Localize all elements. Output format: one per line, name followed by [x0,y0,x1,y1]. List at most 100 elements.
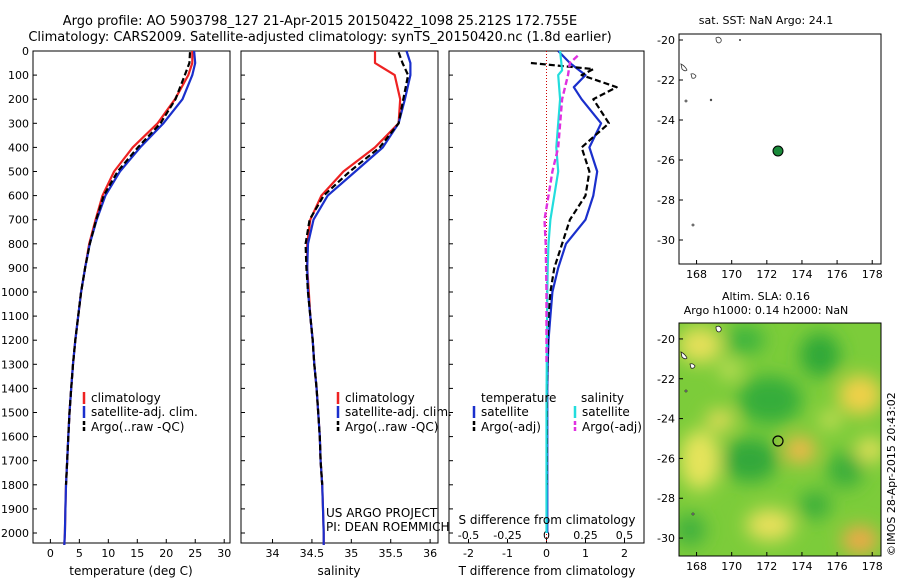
project-note: US ARGO PROJECT [326,506,438,520]
pi-note: PI: DEAN ROEMMICH [326,520,449,534]
sst-map-islands [680,36,742,227]
s-tick-label: 0 [543,529,550,542]
temperature-panel-frame [32,50,231,544]
sst-map-axes: 168 170 172 174 176 178 -20 -22 -24 -26 -28 -30 [657,34,883,281]
x-tick-label: 30 [217,547,231,560]
sla-map-title-2: Argo h1000: 0.14 h2000: NaN [684,304,849,317]
depth-tick-label: 200 [8,93,29,106]
map-y-tick-label: -30 [657,532,675,545]
depth-tick-label: 800 [8,238,29,251]
legend-label: satellite-adj. clim. [345,405,452,419]
legend-label: satellite [582,405,630,419]
depth-tick-label: 600 [8,190,29,203]
map-x-tick-label: 172 [756,268,777,281]
series-line-2 [64,52,192,485]
legend-label: Argo(..raw -QC) [345,420,438,434]
x-tick-label: 5 [76,547,83,560]
series-line-2 [545,50,564,533]
legend-label: Argo(-adj) [481,420,541,434]
map-x-tick-label: 174 [791,268,812,281]
map-y-tick-label: -28 [657,194,675,207]
x-tick-label: 34 [266,547,280,560]
map-y-tick-label: -24 [657,114,675,127]
map-x-tick-label: 170 [721,560,742,573]
map-x-tick-label: 170 [721,268,742,281]
sla-map-frame [678,322,882,557]
temperature-x-axis: 0 5 10 15 20 25 30 [47,539,231,560]
x-tick-label: 1 [582,547,589,560]
legend-label: climatology [345,391,415,405]
map-x-tick-label: 176 [827,560,848,573]
sla-map-title-1: Altim. SLA: 0.16 [722,290,810,303]
legend-title-temperature: temperature [481,391,556,405]
salinity-xlabel: salinity [317,564,360,578]
x-tick-label: 35 [344,547,358,560]
map-x-tick-label: 168 [686,268,707,281]
map-y-tick-label: -30 [657,234,675,247]
x-tick-label: 15 [130,547,144,560]
difference-legend: temperature salinity satellite Argo(-adj… [472,391,642,434]
depth-tick-label: 2000 [1,527,29,540]
depth-tick-label: 1000 [1,286,29,299]
depth-tick-label: 900 [8,262,29,275]
depth-tick-label: 1900 [1,503,29,516]
map-y-tick-label: -26 [657,154,675,167]
depth-tick-label: 1800 [1,479,29,492]
sla-argo-location-marker [772,435,784,447]
map-y-tick-label: -22 [657,74,675,87]
depth-tick-label: 400 [8,141,29,154]
series-line-3 [543,54,579,365]
s-tick-label: -0.5 [458,529,479,542]
x-tick-label: 34.5 [300,547,325,560]
depth-tick-label: 1200 [1,334,29,347]
map-x-tick-label: 172 [756,560,777,573]
sla-heatmap [679,323,881,556]
map-y-tick-label: -20 [657,333,675,346]
map-y-tick-label: -28 [657,492,675,505]
sla-map-axes: 168 170 172 174 176 178 -20 -22 -24 -26 -28 -30 [657,333,883,573]
x-tick-label: 10 [101,547,115,560]
depth-tick-label: 1100 [1,310,29,323]
title-line-1: Argo profile: AO 5903798_127 21-Apr-2015… [62,14,578,29]
map-x-tick-label: 174 [791,560,812,573]
sst-argo-location-marker [772,145,784,157]
difference-x-axis: -2 -1 0 1 2 -0.5 -0.25 0 0.25 0.5 [458,51,633,560]
depth-tick-label: 1700 [1,455,29,468]
legend-label: climatology [91,391,161,405]
title-line-2: Climatology: CARS2009. Satellite-adjuste… [28,30,612,45]
s-tick-label: -0.25 [493,529,521,542]
series-line-1 [63,50,197,546]
temperature-profile-lines [63,50,197,546]
map-y-tick-label: -26 [657,452,675,465]
salinity-x-axis: 34 34.5 35 35.5 36 [266,539,437,560]
legend-label: satellite-adj. clim. [91,405,198,419]
depth-tick-label: 700 [8,214,29,227]
map-x-tick-label: 168 [686,560,707,573]
salinity-legend: climatology satellite-adj. clim. Argo(..… [326,391,452,534]
x-tick-label: 35.5 [378,547,403,560]
x-tick-label: -1 [502,547,513,560]
temperature-xlabel: temperature (deg C) [69,564,192,578]
depth-tick-label: 500 [8,166,29,179]
t-difference-xlabel: T difference from climatology [458,564,636,578]
x-tick-label: 0 [47,547,54,560]
x-tick-label: 25 [188,547,202,560]
x-tick-label: -2 [463,547,474,560]
depth-tick-label: 1400 [1,382,29,395]
series-line-0 [546,50,603,533]
sla-map-islands [680,325,722,516]
legend-title-salinity: salinity [581,391,624,405]
x-tick-label: 36 [423,547,437,560]
depth-tick-label: 0 [22,45,29,58]
series-line-2 [304,51,410,485]
depth-tick-label: 1600 [1,431,29,444]
x-tick-label: 2 [621,547,628,560]
depth-tick-label: 1300 [1,358,29,371]
map-y-tick-label: -20 [657,34,675,47]
series-line-0 [63,51,194,546]
map-x-tick-label: 178 [862,560,883,573]
salinity-panel-frame [240,50,439,544]
x-tick-label: 0 [543,547,550,560]
series-line-1 [306,50,412,545]
salinity-profile-lines [304,50,412,545]
